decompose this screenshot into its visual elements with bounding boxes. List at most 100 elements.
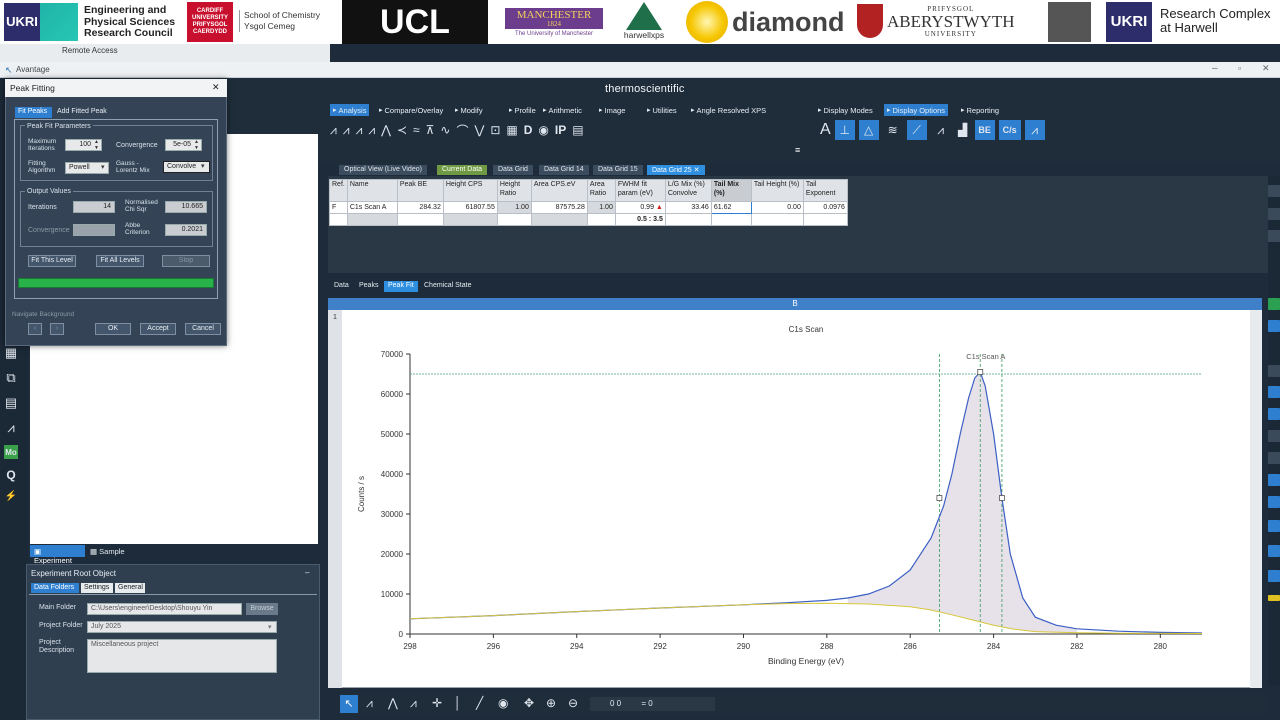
panel-minimize-button[interactable]: – — [305, 568, 310, 577]
report-tool-icon[interactable]: ▤ — [4, 395, 18, 410]
right-tool-7-icon[interactable] — [1268, 386, 1280, 398]
column-header[interactable]: Ref. — [329, 179, 348, 202]
d-icon[interactable]: D — [523, 123, 533, 137]
peak-add-icon[interactable]: ⩘ — [342, 122, 350, 137]
stop-button[interactable]: Stop — [162, 255, 210, 267]
right-tool-12-icon[interactable] — [1268, 496, 1280, 508]
table-cell[interactable]: 87575.28 — [530, 201, 588, 214]
table-cell[interactable]: 0.5 : 3.5 — [614, 213, 666, 226]
table-cell[interactable] — [750, 213, 804, 226]
fit-icon[interactable]: ≈ — [413, 123, 420, 137]
vertical-line-icon[interactable]: │ — [454, 696, 462, 710]
ribbon-tab-display-options[interactable]: ▸ Display Options — [884, 104, 949, 116]
view-tab-data[interactable]: Data — [334, 282, 349, 289]
table-cell[interactable]: 61807.55 — [442, 201, 498, 214]
right-tool-1-icon[interactable] — [1268, 185, 1280, 197]
bolt-tool-icon[interactable]: ⚡ — [4, 491, 18, 502]
column-header[interactable]: Height CPS — [442, 179, 498, 202]
select-tool-icon[interactable]: ↖ — [340, 695, 358, 713]
right-tool-4-icon[interactable] — [1268, 298, 1280, 310]
window-close-button[interactable]: ✕ — [1262, 63, 1270, 73]
triangle-icon[interactable]: △ — [858, 120, 879, 140]
column-header[interactable]: Area Ratio — [586, 179, 616, 202]
table-cell[interactable]: 33.46 — [664, 201, 712, 214]
crosshair-icon[interactable]: ✛ — [432, 696, 443, 710]
algorithm-chevron-down-icon[interactable]: ▾ — [101, 164, 105, 171]
project-folder-select[interactable]: July 2025 — [87, 621, 277, 633]
column-header[interactable]: Tail Height (%) — [750, 179, 804, 202]
view-tab-peaks[interactable]: Peaks — [359, 282, 379, 289]
column-header[interactable]: Peak BE — [396, 179, 444, 202]
convergence-spin-icon[interactable]: ▲ ▼ — [194, 139, 199, 151]
right-tool-15-icon[interactable] — [1268, 570, 1280, 582]
workflow-tool-icon[interactable]: ⧉ — [6, 370, 16, 385]
table-cell[interactable]: 0.00 — [750, 201, 804, 214]
spike-icon[interactable]: ⋀ — [381, 123, 391, 137]
peak-edit-icon[interactable]: ⩘ — [368, 122, 376, 137]
dialog-close-button[interactable]: ✕ — [212, 82, 220, 92]
ribbon-tab-compare-overlay[interactable]: ▸ Compare/Overlay — [376, 104, 446, 116]
ribbon-tab-profile[interactable]: ▸ Profile — [506, 104, 539, 116]
ribbon-tab-utilities[interactable]: ▸ Utilities — [644, 104, 680, 116]
table-tool-icon[interactable]: ▦ — [4, 345, 18, 360]
background-icon[interactable]: ⌒ — [456, 123, 469, 138]
peak-remove-icon[interactable]: ⩘ — [355, 122, 363, 137]
right-tool-9-icon[interactable] — [1268, 430, 1280, 442]
close-tab-icon[interactable]: ✕ — [691, 167, 700, 174]
text-size-icon[interactable]: A — [820, 121, 831, 138]
minimize-button[interactable]: – — [1212, 63, 1218, 74]
column-header[interactable]: Name — [346, 179, 398, 202]
table-cell[interactable]: 284.32 — [396, 201, 444, 214]
query-tool-icon[interactable]: Q — [6, 468, 16, 482]
gl-chevron-down-icon[interactable]: ▾ — [201, 163, 205, 170]
spectrum-tool-icon[interactable]: ⩘ — [7, 420, 15, 435]
grid-icon[interactable]: ▦ — [506, 123, 518, 137]
tab-data-folders[interactable]: Data Folders — [31, 583, 79, 593]
project-folder-chevron-down-icon[interactable]: ▾ — [268, 624, 272, 631]
column-header[interactable]: Area CPS.eV — [530, 179, 588, 202]
browse-button[interactable]: Browse — [246, 603, 278, 615]
view-tab-peak-fit[interactable]: Peak Fit — [384, 281, 418, 292]
data-tab-3[interactable]: Data Grid 14 — [539, 165, 589, 175]
bar-chart-icon[interactable]: ▟ — [958, 123, 968, 137]
table-cell[interactable]: 1.00 — [586, 201, 616, 214]
max-iterations-input[interactable]: 100 — [65, 139, 102, 151]
peak-table-row[interactable]: F C1s Scan A 284.32 61807.55 1.00 87575.28 1.0… — [329, 201, 848, 214]
tab-general[interactable]: General — [115, 583, 145, 593]
tab-sample[interactable]: ▦ Sample — [90, 545, 140, 557]
main-folder-field[interactable]: C:\Users\engineer\Desktop\Shouyu Yin — [87, 603, 242, 615]
peak-table-constraint-row[interactable]: 0.5 : 3.5 — [329, 213, 848, 226]
xps-spectrum-chart[interactable]: C1s Scan 0 10000 20000 30000 40000 50000 60000 7… — [342, 310, 1248, 686]
multi-peak-tool-icon[interactable]: ⋀ — [388, 696, 398, 710]
split-icon[interactable]: ≺ — [396, 123, 408, 137]
tab-settings[interactable]: Settings — [81, 583, 113, 593]
waveform-icon[interactable]: ≋ — [887, 123, 898, 137]
zoom-in-icon[interactable]: ⊕ — [546, 696, 557, 710]
ribbon-tab-modify[interactable]: ▸ Modify — [452, 104, 486, 116]
be-button[interactable]: BE — [974, 120, 995, 140]
ribbon-tab-image[interactable]: ▸ Image — [596, 104, 628, 116]
peak-marker-icon[interactable]: ⩘ — [1024, 120, 1045, 140]
project-description-field[interactable]: Miscellaneous project — [87, 639, 277, 673]
chart-scrollbar[interactable] — [1250, 310, 1262, 688]
right-tool-5-icon[interactable] — [1268, 320, 1280, 332]
smooth-icon[interactable]: ∿ — [440, 123, 451, 137]
fit-all-levels-button[interactable]: Fit All Levels — [96, 255, 144, 267]
table-cell[interactable] — [396, 213, 444, 226]
right-tool-6-icon[interactable] — [1268, 365, 1280, 377]
convergence-input[interactable]: 5e-05 — [165, 139, 202, 151]
data-tab-4[interactable]: Data Grid 15 — [593, 165, 643, 175]
view-tab-chemical-state[interactable]: Chemical State — [424, 282, 472, 289]
ribbon-tab-display-modes[interactable]: ▸ Display Modes — [815, 104, 876, 116]
table-cell[interactable] — [802, 213, 848, 226]
target-icon[interactable]: ◉ — [538, 123, 549, 137]
ribbon-tab-arithmetic[interactable]: ▸ Arithmetic — [540, 104, 585, 116]
diagonal-line-icon[interactable]: ╱ — [476, 696, 484, 710]
peak-sub-tool-icon[interactable]: ⩘ — [410, 696, 417, 710]
depth-icon[interactable]: ▤ — [572, 123, 584, 137]
column-header[interactable]: Tail Mix (%) — [710, 179, 752, 202]
right-tool-3-icon[interactable] — [1268, 230, 1280, 242]
spectrum-icon[interactable]: ⩘ — [937, 122, 945, 137]
table-cell[interactable] — [329, 213, 348, 226]
ribbon-tab-analysis[interactable]: ▸ Analysis — [330, 104, 370, 116]
